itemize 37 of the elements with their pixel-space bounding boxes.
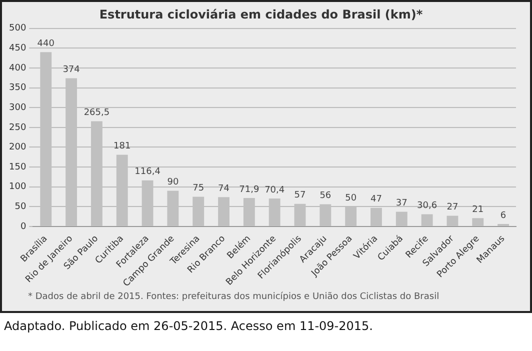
data-label: 90 (167, 178, 179, 188)
data-label: 116,4 (134, 167, 161, 178)
bar (396, 212, 408, 226)
data-label: 30,6 (417, 201, 438, 212)
data-label: 440 (37, 39, 55, 50)
data-label: 47 (370, 194, 382, 205)
y-tick-label: 250 (8, 122, 26, 133)
data-label: 57 (294, 190, 306, 201)
y-tick-label: 400 (8, 63, 26, 74)
y-tick-label: 50 (14, 202, 26, 212)
data-label: 71,9 (239, 184, 260, 195)
data-label: 75 (192, 184, 204, 194)
bar (446, 216, 458, 226)
data-label: 70,4 (264, 185, 285, 196)
text: Adaptado. Publicado em 26-05-2015. Acesso em 11-09-2015. (3, 318, 374, 335)
y-tick-label: 350 (8, 83, 26, 94)
data-label: 21 (472, 204, 484, 215)
data-label: 265,5 (84, 108, 110, 118)
y-tick-label: 450 (8, 44, 26, 54)
data-label: 50 (345, 193, 357, 204)
y-tick-label: 500 (8, 24, 26, 34)
y-tick-label: 150 (8, 162, 26, 172)
y-tick-label: 100 (8, 182, 26, 192)
data-label: 37 (396, 198, 408, 209)
data-label: 6 (500, 210, 506, 221)
y-tick-label: 200 (8, 142, 26, 153)
data-label: 374 (62, 65, 80, 76)
bar (472, 218, 484, 226)
data-label: 27 (446, 202, 458, 213)
data-label: 181 (114, 142, 131, 152)
y-tick-label: 0 (20, 222, 26, 232)
chart-title: Estrutura cicloviária em cidades do Brasil (km)* (99, 7, 424, 22)
y-tick-label: 300 (8, 102, 26, 113)
text: * Dados de abril de 2015. Fontes: prefeituras dos municípios e União dos Ciclistas do Brasil (28, 292, 440, 302)
data-label: 56 (320, 191, 332, 202)
data-label: 74 (218, 184, 230, 194)
bar (421, 214, 433, 226)
